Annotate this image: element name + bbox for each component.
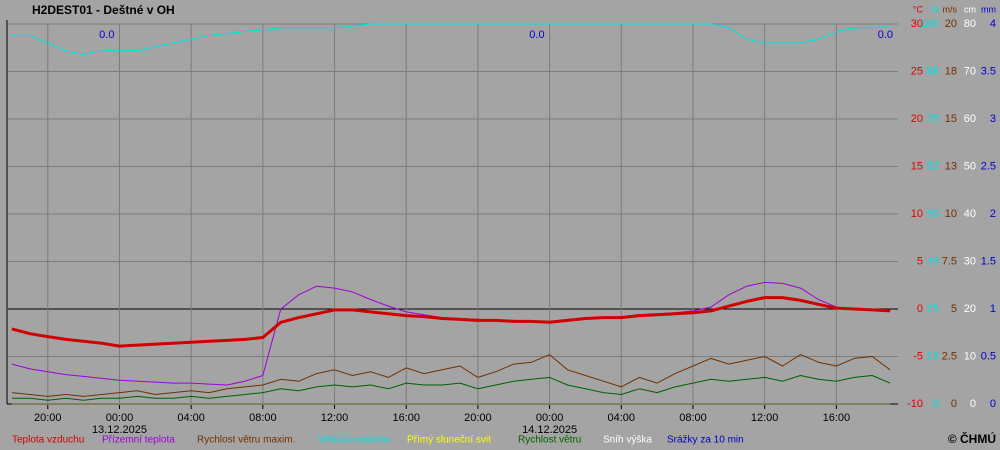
y-tick-label: 13: [945, 160, 957, 172]
y-tick-label: 20: [945, 18, 957, 30]
legend-entry: Přízemní teplota: [102, 435, 175, 446]
series-line: [11, 375, 891, 401]
x-tick-label: 12:00: [751, 412, 779, 424]
legend-entry: Sníh výška: [603, 435, 652, 446]
y-tick-label: 7.5: [942, 255, 957, 267]
y-tick-label: 4: [990, 18, 996, 30]
y-tick-label: 3: [990, 113, 996, 125]
y-tick-label: 50: [927, 208, 939, 220]
y-tick-label: 10: [945, 208, 957, 220]
y-tick-label: 13: [927, 350, 939, 362]
y-tick-label: 25: [911, 65, 923, 77]
axis-unit: %: [931, 4, 939, 14]
y-tick-label: 1: [990, 303, 996, 315]
y-tick-label: 88: [927, 65, 939, 77]
y-tick-label: 0: [970, 398, 976, 410]
series-line: [11, 354, 891, 397]
legend-entry: Přímý sluneční svit: [407, 435, 491, 446]
y-tick-label: 30: [911, 18, 923, 30]
y-tick-label: 20: [964, 303, 976, 315]
legend-entry: Srážky za 10 min: [667, 435, 744, 446]
y-tick-label: -10: [907, 398, 923, 410]
series-line: [11, 296, 891, 348]
x-tick-label: 16:00: [392, 412, 420, 424]
y-tick-label: 50: [964, 160, 976, 172]
axis-unit: °C: [913, 4, 924, 14]
y-tick-label: 5: [917, 255, 923, 267]
y-tick-label: 75: [927, 113, 939, 125]
y-tick-label: 20: [911, 113, 923, 125]
x-tick-label: 04:00: [177, 412, 205, 424]
y-tick-label: 15: [911, 160, 923, 172]
legend-entry: Rychlost větru: [518, 435, 581, 446]
legend-entry: Vlhkost vzduchu: [318, 435, 391, 446]
y-tick-label: 38: [927, 255, 939, 267]
axis-unit: cm: [964, 4, 976, 14]
y-tick-label: 3.5: [981, 65, 996, 77]
date-label: 13.12.2025: [92, 424, 147, 436]
x-tick-label: 16:00: [823, 412, 851, 424]
y-tick-label: -5: [913, 350, 923, 362]
legend-entry: Rychlost větru maxim.: [197, 435, 295, 446]
y-tick-label: 63: [927, 160, 939, 172]
y-tick-label: 18: [945, 65, 957, 77]
y-tick-label: 100: [921, 18, 939, 30]
y-tick-label: 1.5: [981, 255, 996, 267]
y-tick-label: 70: [964, 65, 976, 77]
y-tick-label: 10: [911, 208, 923, 220]
y-tick-label: 0: [917, 303, 923, 315]
y-tick-label: 10: [964, 350, 976, 362]
x-tick-label: 04:00: [608, 412, 636, 424]
precip-total: 0.0: [99, 29, 114, 41]
y-tick-label: 0: [990, 398, 996, 410]
y-tick-label: 0: [951, 398, 957, 410]
x-tick-label: 12:00: [321, 412, 349, 424]
chart-title: H2DEST01 - Deštné v OH: [32, 3, 175, 17]
y-tick-label: 2: [990, 208, 996, 220]
y-tick-label: 0.5: [981, 350, 996, 362]
legend-entry: Teplota vzduchu: [12, 435, 84, 446]
axis-unit: mm: [981, 4, 996, 14]
date-label: 14.12.2025: [522, 424, 577, 436]
x-tick-label: 00:00: [106, 412, 134, 424]
precip-total: 0.0: [878, 29, 893, 41]
y-tick-label: 15: [945, 113, 957, 125]
series-line: [11, 23, 891, 55]
y-tick-label: 60: [964, 113, 976, 125]
y-tick-label: 25: [927, 303, 939, 315]
y-tick-label: 40: [964, 208, 976, 220]
y-tick-label: 80: [964, 18, 976, 30]
x-tick-label: 20:00: [34, 412, 62, 424]
y-tick-label: 5: [951, 303, 957, 315]
precip-total: 0.0: [529, 29, 544, 41]
x-tick-label: 08:00: [249, 412, 277, 424]
y-tick-label: 2.5: [981, 160, 996, 172]
y-tick-label: 0: [933, 398, 939, 410]
y-tick-label: 2.5: [942, 350, 957, 362]
x-tick-label: 00:00: [536, 412, 564, 424]
axis-unit: m/s: [943, 4, 958, 14]
x-tick-label: 20:00: [464, 412, 492, 424]
copyright: © ČHMÚ: [948, 431, 996, 446]
x-tick-label: 08:00: [679, 412, 707, 424]
y-tick-label: 30: [964, 255, 976, 267]
